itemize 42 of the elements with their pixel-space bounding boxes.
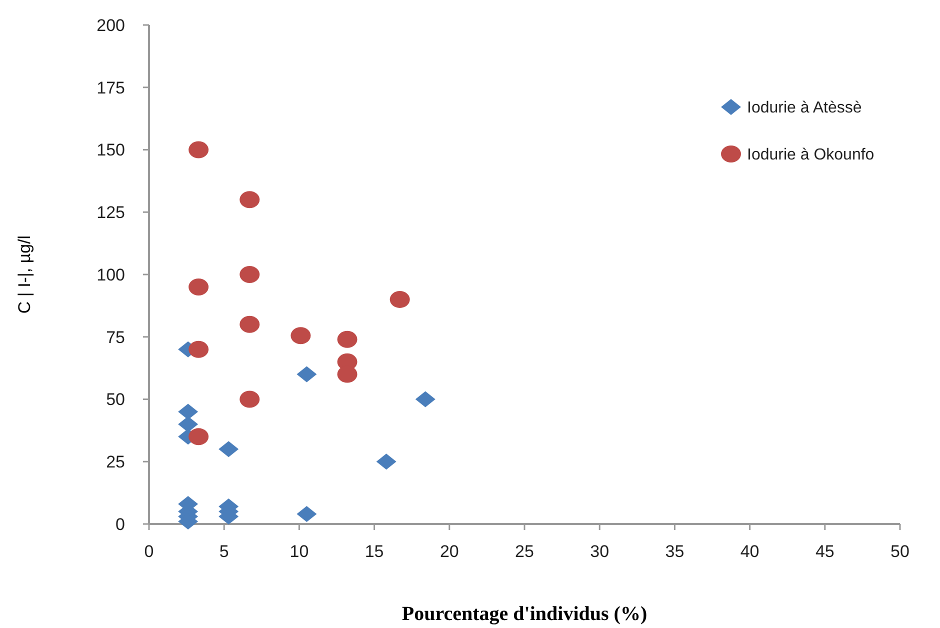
point xyxy=(337,330,358,348)
point xyxy=(178,416,198,432)
y-tick-label: 0 xyxy=(116,514,125,534)
point xyxy=(296,366,317,382)
x-tick-label: 35 xyxy=(665,542,684,561)
y-tick-label: 150 xyxy=(96,140,125,160)
point xyxy=(188,340,209,358)
point xyxy=(240,316,260,333)
point xyxy=(296,506,317,522)
y-tick-label: 25 xyxy=(106,452,125,472)
point xyxy=(240,266,260,283)
x-tick-label: 45 xyxy=(815,542,834,561)
y-axis-title: C | I-|, µg/l xyxy=(15,235,34,314)
x-tick-label: 30 xyxy=(590,542,610,561)
y-tick-label: 200 xyxy=(96,16,125,35)
point xyxy=(188,278,209,296)
point xyxy=(290,327,311,344)
point xyxy=(218,441,239,458)
point xyxy=(188,428,209,446)
x-tick-label: 5 xyxy=(219,542,229,561)
y-tick-label: 175 xyxy=(96,78,125,98)
x-tick-label: 40 xyxy=(740,542,760,561)
y-tick-label: 75 xyxy=(106,328,125,347)
legend-label: Iodurie à Okounfo xyxy=(747,146,874,164)
y-tick-label: 125 xyxy=(96,203,125,222)
x-tick-label: 25 xyxy=(515,542,534,561)
x-tick-label: 15 xyxy=(364,542,384,561)
y-tick-label: 100 xyxy=(96,265,125,284)
x-tick-label: 20 xyxy=(440,542,459,561)
point xyxy=(178,404,198,420)
point xyxy=(390,290,410,308)
point xyxy=(376,454,396,470)
x-tick-label: 0 xyxy=(144,542,154,561)
x-tick-label: 10 xyxy=(290,542,309,561)
point xyxy=(415,391,436,408)
legend-label: Iodurie à Atèssè xyxy=(747,100,862,117)
point xyxy=(188,141,209,158)
x-tick-label: 50 xyxy=(890,542,910,561)
y-tick-label: 50 xyxy=(106,390,125,410)
x-axis-title: Pourcentage d'individus (%) xyxy=(402,603,648,625)
point xyxy=(240,191,260,208)
point xyxy=(240,390,260,408)
